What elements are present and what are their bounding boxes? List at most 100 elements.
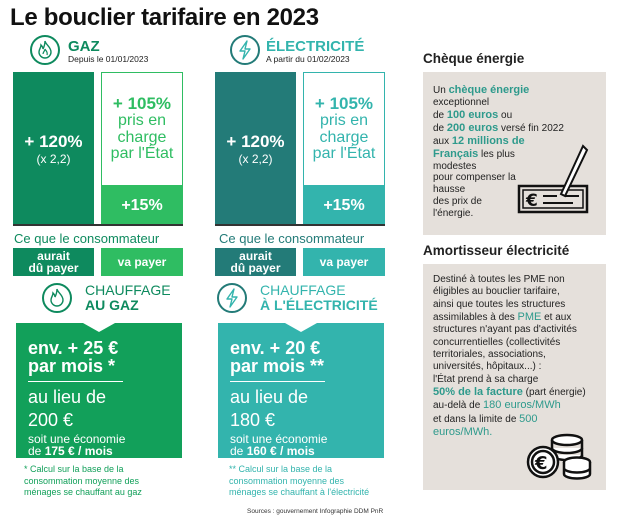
elec-date: A partir du 01/02/2023 <box>266 54 350 64</box>
highlight: 180 euros/MWh <box>483 399 561 412</box>
gaz-cost-card: env. + 25 € par mois * au lieu de 200 € … <box>16 323 182 458</box>
label-line: dû payer <box>230 261 281 275</box>
gaz-footnote: * Calcul sur la base de la consommation … <box>24 464 142 499</box>
heating-line2: À L'ÉLECTRICITÉ <box>260 296 378 313</box>
elec-heating-title: CHAUFFAGE À L'ÉLECTRICITÉ <box>260 283 378 312</box>
highlight: chèque énergie <box>448 84 530 96</box>
cheque-pen-icon: € <box>517 144 589 214</box>
text: exceptionnel <box>433 96 490 108</box>
elec-would-mult: (x 2,2) <box>238 151 273 166</box>
elec-would-pct: + 120% <box>226 131 285 151</box>
elec-footnote: ** Calcul sur la base de la consommation… <box>229 464 369 499</box>
elec-would-pay-label: aurait dû payer <box>215 248 296 276</box>
gaz-will-pay-label: va payer <box>101 248 183 276</box>
card-savings-amount: de 160 € / mois <box>230 445 372 458</box>
svg-text:€: € <box>534 453 548 474</box>
baseline <box>13 224 183 226</box>
gaz-state-pct: + 105% <box>112 93 172 113</box>
page-title: Le bouclier tarifaire en 2023 <box>10 4 319 31</box>
text: concurrentielles (collectivités <box>433 336 561 348</box>
elec-pay-pct: +15% <box>303 186 385 225</box>
card-savings-amount: de 175 € / mois <box>28 445 170 458</box>
card-savings: soit une économie <box>28 431 126 446</box>
savings-value: 175 € / mois <box>44 444 113 459</box>
elec-cost-card: env. + 20 € par mois ** au lieu de 180 €… <box>218 323 384 458</box>
gaz-pay-pct: +15% <box>101 186 183 225</box>
card-period: par mois ** <box>230 356 325 376</box>
gaz-heating-title: CHAUFFAGE AU GAZ <box>85 283 171 312</box>
highlight: PME <box>517 310 542 323</box>
divider <box>28 381 123 382</box>
footnote-line: consommation moyenne des <box>24 475 140 486</box>
text: territoriales, associations, <box>433 349 546 360</box>
cheque-text: Un chèque énergie exceptionnel de 100 eu… <box>433 84 603 220</box>
gaz-date: Depuis le 01/01/2023 <box>68 54 149 64</box>
text: aux <box>433 135 452 147</box>
text: hausse <box>433 184 466 196</box>
gaz-would-pay-label: aurait dû payer <box>13 248 94 276</box>
text: Destiné à toutes les PME non <box>433 274 565 285</box>
highlight: Français <box>433 147 479 160</box>
text: ainsi que toutes les structures <box>433 298 566 310</box>
label-line: aurait <box>239 249 272 263</box>
text: l'énergie. <box>433 207 474 219</box>
gaz-state-text: charge <box>117 128 167 146</box>
card-amount: env. + 25 € <box>28 338 119 358</box>
text: Un <box>433 85 449 96</box>
text: éligibles au bouclier tarifaire, <box>433 286 560 298</box>
gaz-would-pct: + 120% <box>24 131 83 151</box>
text: de <box>433 109 447 121</box>
elec-state-text: pris en <box>319 111 369 129</box>
highlight: euros/MWh. <box>433 426 493 439</box>
elec-consumer-label: Ce que le consommateur <box>219 231 365 246</box>
card-instead-amount: 180 € <box>230 410 276 431</box>
elec-state-text: charge <box>319 128 369 146</box>
svg-text:€: € <box>525 191 538 211</box>
text: et dans la limite de <box>433 413 520 425</box>
divider <box>230 381 325 382</box>
gaz-would-pay-bar: + 120% (x 2,2) <box>13 72 94 225</box>
gaz-would-mult: (x 2,2) <box>36 151 71 166</box>
text: modestes <box>433 160 477 172</box>
amortisseur-text: Destiné à toutes les PME non éligibles a… <box>433 274 613 440</box>
gaz-state-text: pris en <box>117 111 167 129</box>
amortisseur-box: Destiné à toutes les PME non éligibles a… <box>423 264 606 490</box>
elec-state-share: + 105% pris en charge par l'État <box>303 72 385 186</box>
notch <box>83 323 115 332</box>
highlight: 200 euros <box>446 121 499 134</box>
euro-coins-icon: € <box>526 433 592 480</box>
gaz-label: GAZ <box>68 38 100 55</box>
highlight: 100 euros <box>446 108 499 121</box>
footnote-line: ménages se chauffant au gaz <box>24 487 142 498</box>
cheque-heading: Chèque énergie <box>423 51 525 66</box>
gaz-state-share: + 105% pris en charge par l'État <box>101 72 183 186</box>
heating-line1: CHAUFFAGE <box>260 282 346 298</box>
label-line: dû payer <box>28 261 79 275</box>
sources: Sources : gouvernement Infographie DDM P… <box>247 508 384 515</box>
flame-icon <box>42 283 72 313</box>
text: ou <box>498 109 513 121</box>
label-line: aurait <box>37 249 70 263</box>
footnote-line: consommation moyenne des <box>229 475 345 486</box>
cheque-box: Un chèque énergie exceptionnel de 100 eu… <box>423 72 606 235</box>
text: les plus <box>478 148 515 160</box>
elec-label: ÉLECTRICITÉ <box>266 38 365 55</box>
amortisseur-heading: Amortisseur électricité <box>423 243 570 258</box>
elec-state-text: par l'État <box>312 145 376 163</box>
footnote-line: * Calcul sur la base de la <box>24 464 124 474</box>
text: l'État prend à sa charge <box>433 373 539 385</box>
card-instead: au lieu de <box>230 387 309 407</box>
text: (part énergie) <box>522 386 586 398</box>
card-period: par mois * <box>28 356 116 376</box>
text: et aux <box>541 311 572 323</box>
text: de <box>433 122 447 134</box>
card-savings: soit une économie <box>230 431 328 446</box>
elec-state-pct: + 105% <box>314 93 374 113</box>
text: versé fin 2022 <box>498 122 564 134</box>
gaz-consumer-label: Ce que le consommateur <box>14 231 160 246</box>
card-instead: au lieu de <box>28 387 107 407</box>
notch <box>285 323 317 332</box>
highlight: 500 <box>519 412 538 425</box>
highlight: 12 millions de <box>451 134 525 147</box>
text: universités, hôpitaux...) : <box>433 361 542 373</box>
